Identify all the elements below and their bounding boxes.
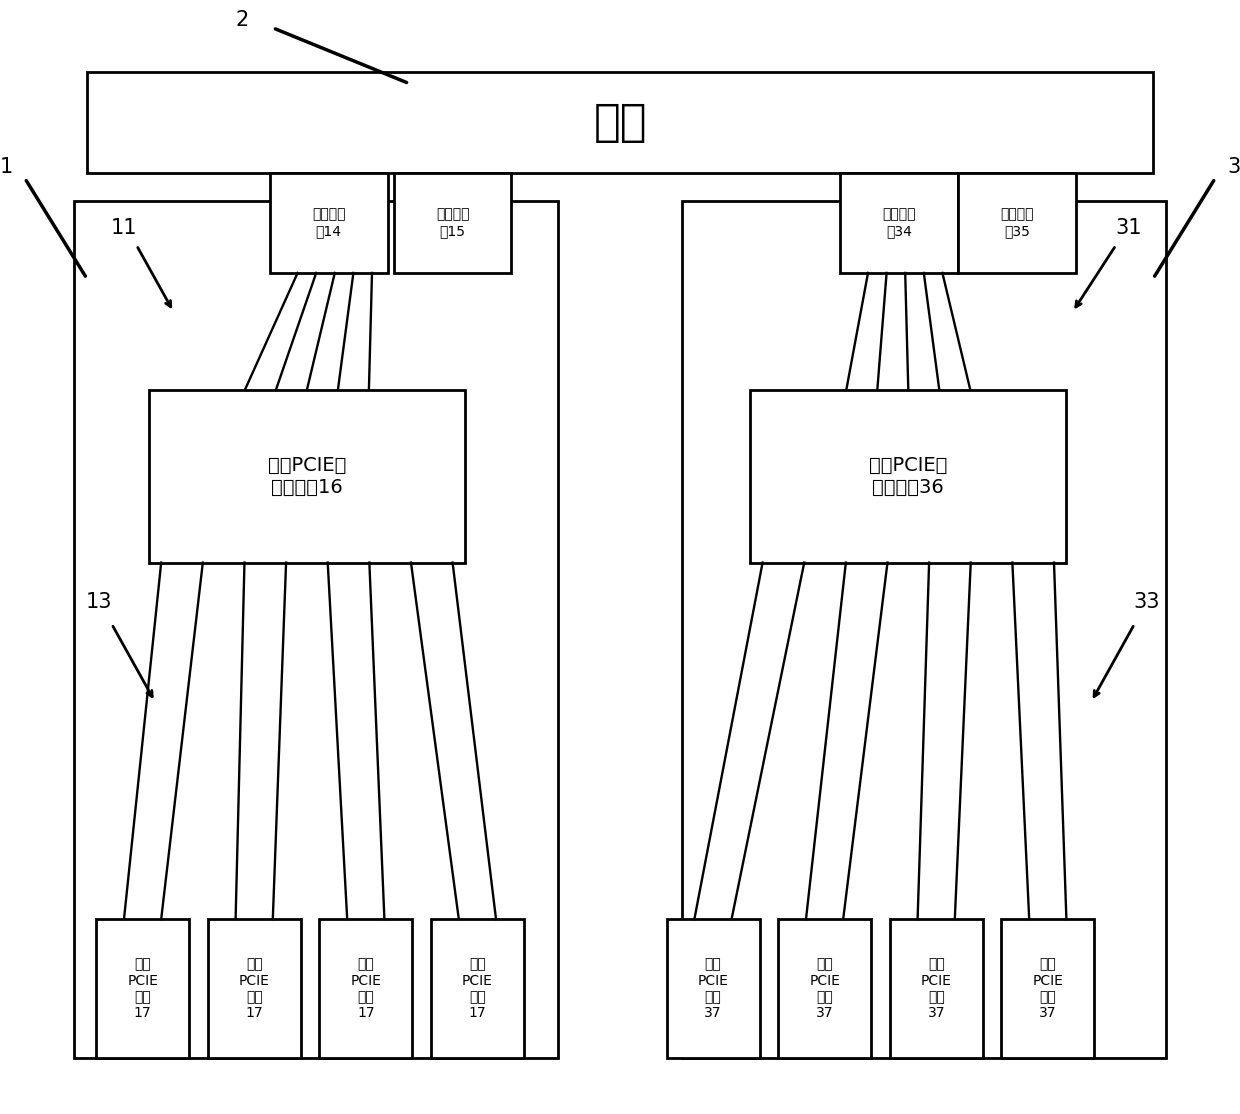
Text: 3: 3 (1228, 157, 1240, 177)
Bar (97, 919, 190, 1058)
Text: 33: 33 (1133, 592, 1161, 612)
Text: 外连
PCIE
接口
17: 外连 PCIE 接口 17 (128, 957, 157, 1020)
Bar (320, 919, 412, 1058)
Bar (750, 390, 1066, 563)
Text: 背板: 背板 (593, 101, 647, 144)
Text: 外连
PCIE
接口
37: 外连 PCIE 接口 37 (1033, 957, 1063, 1020)
Text: 背板连接
器14: 背板连接 器14 (311, 207, 346, 238)
Text: 外连
PCIE
接口
37: 外连 PCIE 接口 37 (810, 957, 839, 1020)
Bar (432, 919, 525, 1058)
Text: 电源连接
器15: 电源连接 器15 (435, 207, 470, 238)
Bar (74, 201, 558, 1058)
Bar (394, 173, 511, 273)
Bar (957, 173, 1076, 273)
Text: 2: 2 (236, 10, 248, 30)
Text: 外连
PCIE
接口
37: 外连 PCIE 接口 37 (921, 957, 951, 1020)
Text: 1: 1 (0, 157, 12, 177)
Text: 电源连接
器35: 电源连接 器35 (999, 207, 1034, 238)
Bar (149, 390, 465, 563)
Text: 11: 11 (110, 218, 138, 238)
Text: 外连
PCIE
接口
17: 外连 PCIE 接口 17 (239, 957, 269, 1020)
Text: 外连
PCIE
接口
37: 外连 PCIE 接口 37 (698, 957, 728, 1020)
Text: 13: 13 (86, 592, 113, 612)
Bar (87, 72, 1153, 173)
Bar (779, 919, 870, 1058)
Text: 31: 31 (1115, 218, 1142, 238)
Text: 外连
PCIE
接口
17: 外连 PCIE 接口 17 (463, 957, 492, 1020)
Text: 外连
PCIE
接口
17: 外连 PCIE 接口 17 (351, 957, 381, 1020)
Bar (890, 919, 982, 1058)
Bar (841, 173, 957, 273)
Bar (270, 173, 387, 273)
Text: 第二PCIE交
换芯片组36: 第二PCIE交 换芯片组36 (869, 456, 947, 497)
Bar (207, 919, 300, 1058)
Bar (667, 919, 759, 1058)
Text: 第一PCIE交
换芯片组16: 第一PCIE交 换芯片组16 (268, 456, 346, 497)
Bar (1002, 919, 1094, 1058)
Text: 背板连接
器34: 背板连接 器34 (882, 207, 916, 238)
Bar (682, 201, 1166, 1058)
